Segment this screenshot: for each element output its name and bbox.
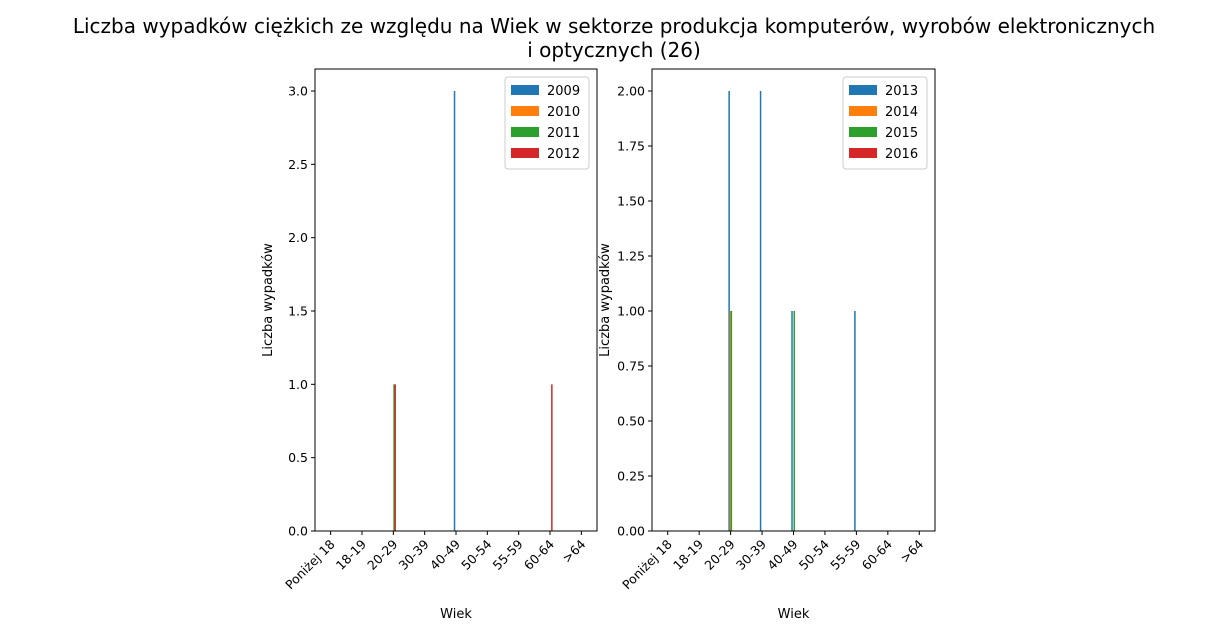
y-tick-label: 1.25 <box>617 249 645 264</box>
bar-group <box>393 91 553 531</box>
x-tick-label: 40-49 <box>427 536 463 572</box>
right-chart-panel: 0.00 0.25 0.50 0.75 1.00 1.25 1.50 1.75 2.00 Poni… <box>598 68 936 622</box>
y-tick-label: 2.00 <box>617 84 645 99</box>
bar-2015-40-49 <box>793 311 795 531</box>
legend-label-2014: 2014 <box>885 105 918 120</box>
x-tick-label: >64 <box>559 536 588 565</box>
y-tick-label: 0.5 <box>288 450 308 465</box>
bar-2013-30-39 <box>759 91 762 531</box>
bar-2014-20-29 <box>729 311 731 531</box>
legend-swatch-2016 <box>849 148 877 158</box>
y-tick-label: 1.75 <box>617 139 645 154</box>
y-tick-label: 1.0 <box>288 377 308 392</box>
x-tick-label: 18-19 <box>670 536 706 572</box>
y-axis-label: Liczba wypadków <box>261 243 276 357</box>
legend-box <box>504 76 590 170</box>
bar-group <box>728 91 856 531</box>
chart-title-line-1: Liczba wypadków ciężkich ze względu na W… <box>73 14 1155 38</box>
legend-label-2016: 2016 <box>885 147 918 162</box>
legend-swatch-2013 <box>849 85 877 95</box>
y-axis-label: Liczba wypadków <box>598 243 613 357</box>
x-tick-label: 18-19 <box>333 536 369 572</box>
bar-2009-40-49 <box>453 91 456 531</box>
y-tick-label: 2.5 <box>288 157 308 172</box>
x-tick-label: >64 <box>897 536 926 565</box>
legend-swatch-2011 <box>511 127 539 137</box>
bar-2013-55-59 <box>854 311 856 531</box>
x-axis-label: Wiek <box>778 607 810 622</box>
y-tick-label: 2.0 <box>288 230 308 245</box>
y-tick-label: 1.50 <box>617 194 645 209</box>
legend-label-2012: 2012 <box>547 147 580 162</box>
bar-2015-20-29 <box>730 311 733 531</box>
x-tick-label: 50-54 <box>458 536 494 572</box>
x-tick-label: 50-54 <box>796 536 832 572</box>
x-tick-label: 20-29 <box>364 536 400 572</box>
legend-label-2010: 2010 <box>547 105 580 120</box>
x-tick-label: Poniżej 18 <box>282 536 338 592</box>
x-tick-label: 60-64 <box>521 536 557 572</box>
y-axis: 0.0 0.5 1.0 1.5 2.0 2.5 3.0 <box>288 84 315 539</box>
y-tick-label: 0.25 <box>617 469 645 484</box>
x-tick-label: 20-29 <box>701 536 737 572</box>
x-tick-label: 60-64 <box>859 536 895 572</box>
legend-box <box>842 76 928 170</box>
left-chart-panel: 0.0 0.5 1.0 1.5 2.0 2.5 3.0 Poniżej 1818-1920-2… <box>261 68 598 622</box>
legend-label-2013: 2013 <box>885 84 918 99</box>
x-tick-label: 30-39 <box>733 536 769 572</box>
bar-2013-40-49 <box>791 311 793 531</box>
y-tick-label: 1.00 <box>617 304 645 319</box>
legend-swatch-2014 <box>849 106 877 116</box>
bar-2013-20-29 <box>728 91 730 531</box>
bar-2011-20-29 <box>393 384 395 531</box>
x-axis: Poniżej 1818-1920-2930-3940-4950-5455-59… <box>619 531 926 592</box>
y-tick-label: 0.50 <box>617 414 645 429</box>
y-tick-label: 0.0 <box>288 524 308 539</box>
x-axis: Poniżej 1818-1920-2930-3940-4950-5455-59… <box>282 531 588 592</box>
legend-swatch-2009 <box>511 85 539 95</box>
y-tick-label: 1.5 <box>288 304 308 319</box>
legend-label-2009: 2009 <box>547 84 580 99</box>
x-tick-label: Poniżej 18 <box>619 536 675 592</box>
legend: 2013 2014 2015 2016 <box>842 76 928 170</box>
x-axis-label: Wiek <box>440 607 472 622</box>
legend-swatch-2010 <box>511 106 539 116</box>
chart-title-line-2: i optycznych (26) <box>527 38 701 62</box>
bar-2012-20-29 <box>394 384 396 531</box>
legend: 2009 2010 2011 2012 <box>504 76 590 170</box>
y-tick-label: 3.0 <box>288 84 308 99</box>
x-tick-label: 30-39 <box>395 536 431 572</box>
bar-2012-60-64 <box>551 384 553 531</box>
legend-swatch-2015 <box>849 127 877 137</box>
x-tick-label: 40-49 <box>764 536 800 572</box>
y-tick-label: 0.00 <box>617 524 645 539</box>
legend-swatch-2012 <box>511 148 539 158</box>
y-tick-label: 0.75 <box>617 359 645 374</box>
legend-label-2015: 2015 <box>885 126 918 141</box>
x-tick-label: 55-59 <box>827 536 863 572</box>
legend-label-2011: 2011 <box>547 126 580 141</box>
y-axis: 0.00 0.25 0.50 0.75 1.00 1.25 1.50 1.75 2.00 <box>617 84 652 539</box>
x-tick-label: 55-59 <box>489 536 525 572</box>
